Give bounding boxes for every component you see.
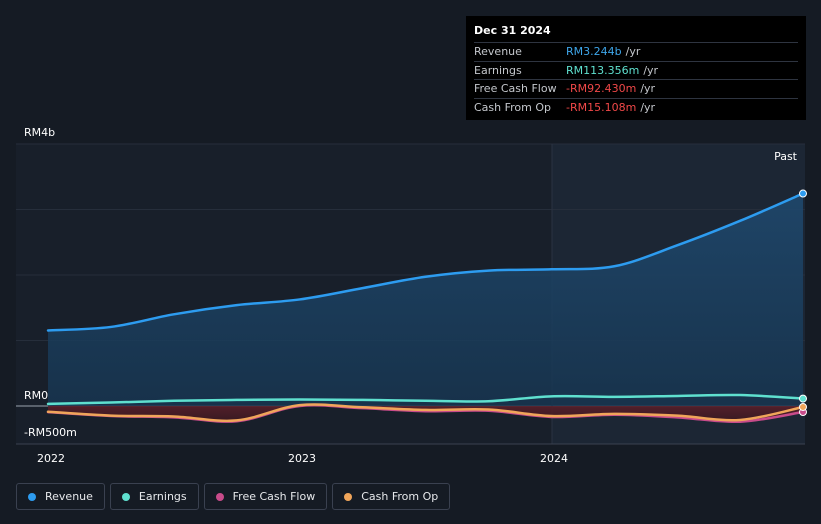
legend-label: Cash From Op bbox=[361, 490, 439, 503]
x-tick-label: 2022 bbox=[37, 452, 65, 465]
tooltip-value: -RM15.108m bbox=[566, 100, 637, 114]
cash-from-op-dot-icon bbox=[344, 492, 353, 501]
tooltip-date: Dec 31 2024 bbox=[474, 24, 551, 37]
tooltip-value: -RM92.430m bbox=[566, 82, 637, 95]
legend-item-revenue[interactable]: Revenue bbox=[16, 483, 105, 510]
earnings-line bbox=[46, 393, 805, 406]
tooltip-row-free-cash-flow: Free Cash Flow -RM92.430m /yr bbox=[474, 79, 798, 98]
tooltip-unit: /yr bbox=[640, 100, 656, 114]
tooltip-label: Cash From Op bbox=[474, 100, 552, 114]
tooltip-value: RM3.244b bbox=[566, 45, 622, 58]
y-tick-label: -RM500m bbox=[24, 426, 77, 439]
x-tick-label: 2024 bbox=[540, 452, 568, 465]
revenue-area bbox=[48, 193, 803, 406]
tooltip: Dec 31 2024 Revenue RM3.244b /yr Earning… bbox=[466, 16, 806, 120]
tooltip-label: Revenue bbox=[474, 45, 522, 58]
series-lines bbox=[46, 192, 805, 424]
tooltip-row-revenue: Revenue RM3.244b /yr bbox=[474, 42, 798, 61]
revenue-endpoint bbox=[799, 189, 807, 198]
earnings-dot-icon bbox=[121, 492, 130, 501]
cash-from-op-line bbox=[46, 403, 805, 423]
past-label: Past bbox=[774, 150, 798, 163]
series-areas bbox=[48, 193, 803, 422]
free-cash-flow-dot-icon bbox=[215, 492, 224, 501]
y-tick-label: RM0 bbox=[24, 389, 48, 402]
tooltip-unit: /yr bbox=[625, 45, 641, 58]
free-cash-flow-area bbox=[48, 405, 803, 422]
revenue-line bbox=[46, 192, 805, 332]
legend-item-cash-from-op[interactable]: Cash From Op bbox=[332, 483, 451, 510]
tooltip-unit: /yr bbox=[643, 63, 659, 77]
earnings-endpoint bbox=[799, 394, 807, 403]
tooltip-value: RM113.356m bbox=[566, 63, 640, 77]
legend-label: Earnings bbox=[138, 490, 187, 503]
legend-label: Revenue bbox=[45, 490, 93, 503]
tooltip-unit: /yr bbox=[640, 82, 656, 95]
x-tick-label: 2023 bbox=[288, 452, 316, 465]
revenue-dot-icon bbox=[28, 492, 36, 501]
legend-label: Free Cash Flow bbox=[232, 490, 316, 503]
legend-item-free-cash-flow[interactable]: Free Cash Flow bbox=[203, 483, 328, 510]
legend: Revenue Earnings Free Cash Flow Cash Fro… bbox=[16, 483, 455, 510]
cash-from-op-endpoint bbox=[799, 402, 807, 411]
tooltip-label: Earnings bbox=[474, 63, 522, 77]
legend-item-earnings[interactable]: Earnings bbox=[109, 483, 199, 510]
tooltip-label: Free Cash Flow bbox=[474, 82, 557, 95]
series-endpoints bbox=[799, 189, 807, 417]
tooltip-row-earnings: Earnings RM113.356m /yr bbox=[474, 60, 798, 80]
y-tick-label: RM4b bbox=[24, 126, 55, 139]
tooltip-row-cash-from-op: Cash From Op -RM15.108m /yr bbox=[474, 97, 798, 117]
